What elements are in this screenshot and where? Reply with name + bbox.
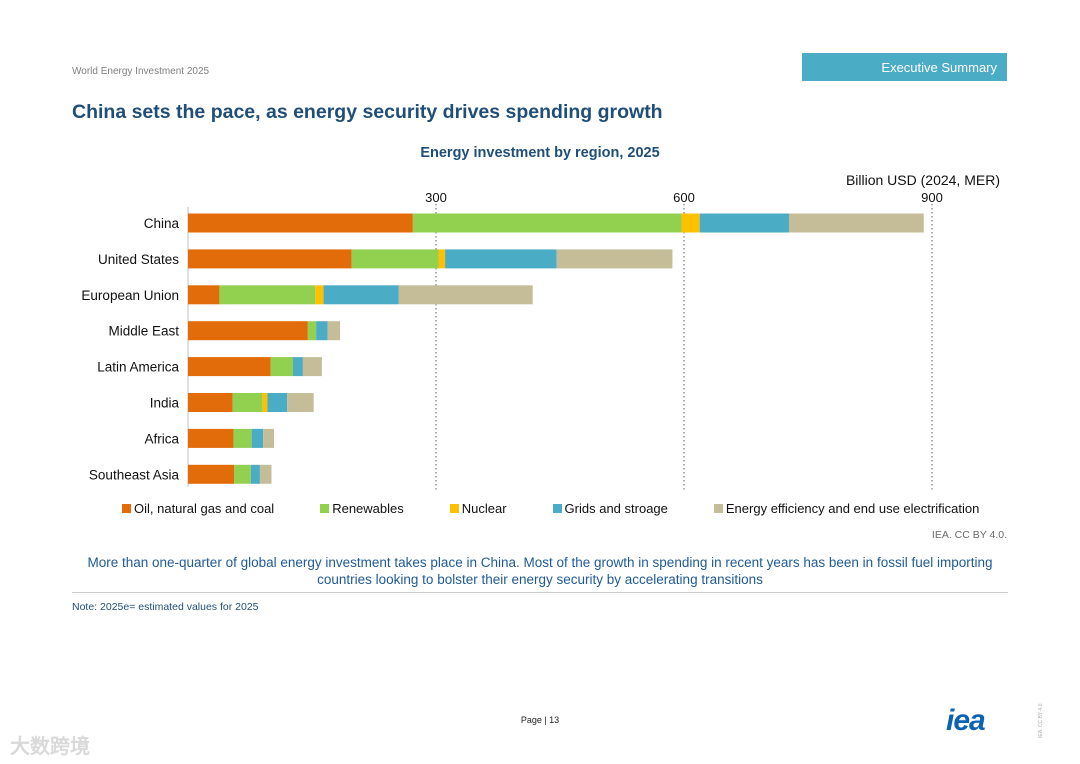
chart-caption: More than one-quarter of global energy i… xyxy=(87,555,993,587)
category-label: India xyxy=(150,396,180,411)
bar-segment xyxy=(351,249,439,269)
legend-swatch xyxy=(713,503,723,513)
bar-segment xyxy=(438,249,446,269)
bar-segment xyxy=(250,464,260,484)
energy-investment-chart: Energy investment by region, 2025 Billio… xyxy=(81,145,1000,490)
legend-item: Grids and stroage xyxy=(552,499,668,517)
x-tick-label: 300 xyxy=(425,190,447,205)
legend-swatch xyxy=(552,503,562,513)
chart-unit-label: Billion USD (2024, MER) xyxy=(846,172,1000,188)
chart-bars xyxy=(188,213,924,484)
bar-segment xyxy=(315,285,324,305)
x-tick-label: 900 xyxy=(921,190,943,205)
bar-segment xyxy=(323,285,399,305)
chart-gridlines xyxy=(187,204,933,490)
legend-label: Energy efficiency and end use electrific… xyxy=(725,500,980,516)
bar-segment xyxy=(398,285,533,305)
caption-divider xyxy=(72,592,1008,593)
legend-label: Oil, natural gas and coal xyxy=(134,500,275,516)
bar-segment xyxy=(259,464,272,484)
legend-item: Renewables xyxy=(320,499,404,517)
legend-item: Nuclear xyxy=(449,499,507,517)
category-label: Southeast Asia xyxy=(89,467,180,482)
category-label: China xyxy=(144,216,180,231)
bar-segment xyxy=(251,428,264,448)
category-label: Latin America xyxy=(97,360,179,375)
document-title: World Energy Investment 2025 xyxy=(72,66,210,77)
legend-label: Nuclear xyxy=(461,500,507,516)
bar-segment xyxy=(188,393,233,412)
category-label: Africa xyxy=(144,431,179,446)
bar-segment xyxy=(188,464,235,484)
category-label: European Union xyxy=(81,288,179,303)
chart-title: Energy investment by region, 2025 xyxy=(420,145,659,161)
vertical-license: IEA. CC BY 4.0. xyxy=(1038,702,1044,738)
bar-segment xyxy=(188,428,234,448)
bar-segment xyxy=(445,249,557,269)
bar-segment xyxy=(316,321,328,341)
legend-swatch xyxy=(122,503,131,513)
bar-segment xyxy=(788,213,924,233)
legend-swatch xyxy=(449,503,459,513)
bar-segment xyxy=(188,285,220,305)
bar-segment xyxy=(270,357,293,377)
page-headline: China sets the pace, as energy security … xyxy=(72,101,663,123)
bar-segment xyxy=(302,357,322,377)
bar-segment xyxy=(307,321,317,341)
chart-legend: Oil, natural gas and coal Renewables Nucle… xyxy=(122,499,1007,517)
chart-x-ticks: 300 600 900 xyxy=(425,190,943,205)
legend-label: Grids and stroage xyxy=(564,500,668,516)
bar-segment xyxy=(412,213,682,233)
legend-swatch xyxy=(320,503,330,513)
bar-segment xyxy=(327,321,341,341)
bar-segment xyxy=(188,357,271,377)
bar-segment xyxy=(556,249,673,269)
section-tab[interactable]: Executive Summary xyxy=(802,53,1007,81)
bar-segment xyxy=(287,393,314,412)
bar-segment xyxy=(263,428,274,448)
category-label: Middle East xyxy=(108,324,179,339)
bar-segment xyxy=(233,428,252,448)
watermark: 大数跨境 xyxy=(10,736,90,758)
bar-segment xyxy=(267,393,288,412)
page-number: Page | 13 xyxy=(520,715,560,725)
chart-source: IEA. CC BY 4.0. xyxy=(931,529,1007,541)
bar-segment xyxy=(699,213,789,233)
bar-segment xyxy=(681,213,700,233)
chart-categories: China United States European Union Middle E… xyxy=(81,216,179,482)
bar-segment xyxy=(219,285,316,305)
x-tick-label: 600 xyxy=(673,190,695,205)
bar-segment xyxy=(262,393,268,412)
category-label: United States xyxy=(98,252,179,267)
legend-label: Renewables xyxy=(332,500,404,516)
bar-segment xyxy=(234,464,251,484)
footnote: Note: 2025e= estimated values for 2025 xyxy=(72,601,259,613)
bar-segment xyxy=(188,321,308,341)
bar-segment xyxy=(232,393,263,412)
legend-item: Energy efficiency and end use electrific… xyxy=(713,499,980,517)
legend-item: Oil, natural gas and coal xyxy=(122,499,274,517)
bar-segment xyxy=(292,357,303,377)
bar-segment xyxy=(188,249,352,269)
bar-segment xyxy=(188,213,413,233)
iea-logo: iea xyxy=(946,704,986,737)
